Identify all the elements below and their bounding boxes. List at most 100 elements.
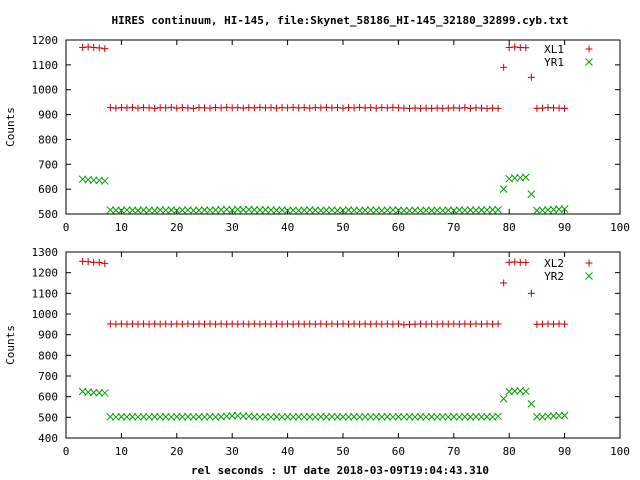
legend-marker-yr1: [585, 58, 593, 66]
data-point-xl1: [167, 103, 175, 111]
data-point-xl1: [95, 44, 103, 52]
x-tick-label: 80: [503, 445, 516, 458]
data-point-yr2: [560, 411, 569, 420]
y-tick-label: 500: [38, 208, 58, 221]
data-point-xl1: [189, 104, 197, 112]
data-point-xl2: [522, 259, 530, 267]
y-tick-label: 900: [38, 329, 58, 342]
x-tick-label: 0: [63, 445, 70, 458]
data-point-yr1: [560, 205, 569, 213]
y-tick-label: 1100: [32, 287, 59, 300]
data-point-yr1: [100, 177, 109, 185]
x-tick-label: 90: [558, 221, 571, 234]
data-point-yr2: [100, 389, 109, 397]
x-tick-label: 20: [170, 445, 183, 458]
x-tick-label: 30: [226, 445, 239, 458]
y-tick-label: 800: [38, 349, 58, 362]
y-tick-label: 500: [38, 411, 58, 424]
plot-frame: [65, 39, 621, 215]
y-tick-label: 1100: [32, 59, 59, 72]
x-tick-label: 10: [115, 221, 128, 234]
panel-bottom: Counts 0 10 20 30 40 50 60 70 80 90 100 400 500 600 70…: [4, 246, 630, 458]
data-point-xl2: [494, 320, 502, 328]
y-tick-label: 800: [38, 133, 58, 146]
data-point-xl1: [527, 73, 535, 81]
legend-markers: [585, 259, 593, 280]
y-tick-label: 600: [38, 183, 58, 196]
chart-title: HIRES continuum, HI-145, file:Skynet_581…: [112, 14, 569, 27]
y-tick-label: 600: [38, 391, 58, 404]
legend-label-yr1: YR1: [544, 56, 564, 69]
data-point-xl2: [394, 320, 402, 328]
data-point-xl1: [101, 45, 109, 53]
x-tick-label: 60: [392, 221, 405, 234]
x-tick-label: 50: [336, 221, 349, 234]
x-tick-label: 20: [170, 221, 183, 234]
legend-marker-xl1: [585, 45, 593, 53]
axis-ticks: 0 10 20 30 40 50 60 70 80 90 100 400 500 600 700 800 900…: [32, 246, 630, 458]
data-point-yr2: [494, 412, 502, 421]
data-point-yr1: [499, 185, 508, 193]
data-point-xl2: [561, 320, 569, 328]
x-tick-label: 40: [281, 445, 294, 458]
legend: XL2 YR2: [544, 257, 593, 283]
x-tick-label: 70: [447, 445, 460, 458]
data-point-xl2: [500, 279, 508, 287]
plot-frame: [65, 251, 621, 439]
y-tick-label: 700: [38, 370, 58, 383]
legend-label-xl1: XL1: [544, 43, 564, 56]
data-point-xl1: [494, 104, 502, 112]
data-point-yr2: [527, 400, 536, 408]
data-point-yr1: [521, 173, 530, 182]
y-axis-label: Counts: [4, 325, 17, 365]
x-tick-label: 100: [610, 221, 630, 234]
x-tick-label: 0: [63, 221, 70, 234]
legend-label-yr2: YR2: [544, 270, 564, 283]
y-tick-label: 1200: [32, 267, 59, 280]
y-tick-label: 700: [38, 158, 58, 171]
data-point-yr1: [488, 205, 497, 214]
y-tick-label: 400: [38, 432, 58, 445]
legend: XL1 YR1: [544, 43, 593, 69]
data-point-xl2: [527, 289, 535, 297]
y-axis-label: Counts: [4, 107, 17, 147]
data-point-yr1: [400, 206, 408, 215]
x-tick-label: 10: [115, 445, 128, 458]
x-tick-label: 60: [392, 445, 405, 458]
x-axis-label: rel seconds : UT date 2018-03-09T19:04:4…: [191, 464, 489, 477]
data-points: [78, 257, 569, 421]
data-point-xl1: [151, 104, 159, 112]
panel-top: Counts 0 10 20 30 40 50 60 70 80 90 100 500 600 700 80…: [4, 34, 630, 234]
y-tick-label: 1300: [32, 246, 59, 259]
data-point-yr2: [521, 387, 530, 396]
data-point-xl1: [561, 104, 569, 112]
x-tick-label: 100: [610, 445, 630, 458]
data-point-yr1: [494, 205, 502, 214]
data-point-yr2: [499, 394, 508, 403]
x-tick-label: 40: [281, 221, 294, 234]
axis-ticks: 0 10 20 30 40 50 60 70 80 90 100 500 600 700 800 900 100…: [32, 34, 630, 234]
data-point-xl1: [461, 104, 469, 112]
data-point-xl2: [84, 258, 92, 266]
data-point-xl1: [500, 63, 508, 71]
data-point-xl2: [95, 259, 103, 267]
legend-marker-xl2: [585, 259, 593, 267]
x-tick-label: 30: [226, 221, 239, 234]
legend-marker-yr2: [585, 272, 593, 280]
y-tick-label: 1000: [32, 84, 59, 97]
x-tick-label: 80: [503, 221, 516, 234]
x-tick-label: 70: [447, 221, 460, 234]
data-point-xl1: [522, 44, 530, 52]
data-points: [78, 43, 569, 215]
data-point-yr1: [477, 206, 486, 214]
legend-label-xl2: XL2: [544, 257, 564, 270]
data-point-yr1: [527, 190, 536, 198]
y-tick-label: 1000: [32, 308, 59, 321]
data-point-xl2: [101, 259, 109, 267]
x-tick-label: 50: [336, 445, 349, 458]
y-tick-label: 1200: [32, 34, 59, 47]
y-tick-label: 900: [38, 109, 58, 122]
legend-markers: [585, 45, 593, 66]
x-tick-label: 90: [558, 445, 571, 458]
